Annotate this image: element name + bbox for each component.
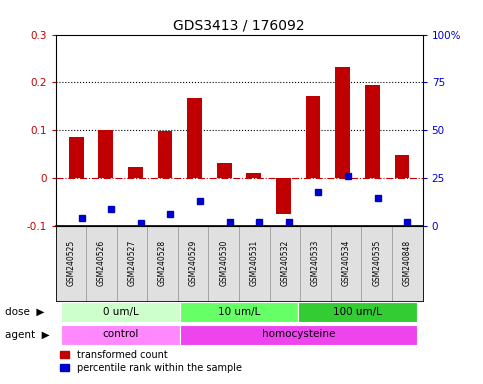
Text: GSM240535: GSM240535 (372, 240, 381, 286)
Bar (246, 173, 261, 178)
Bar (392, 225, 423, 301)
Bar (276, 178, 291, 214)
Bar (217, 164, 232, 178)
Bar (335, 67, 350, 178)
Bar (99, 130, 114, 178)
Bar (187, 98, 202, 178)
Text: 100 um/L: 100 um/L (333, 307, 382, 317)
Text: GSM240526: GSM240526 (97, 240, 106, 286)
Text: dose  ▶: dose ▶ (5, 307, 44, 317)
Bar (180, 302, 298, 323)
Text: 0 um/L: 0 um/L (103, 307, 139, 317)
Text: GSM240530: GSM240530 (219, 240, 228, 286)
Text: homocysteine: homocysteine (262, 329, 335, 339)
Bar (365, 85, 380, 178)
Bar (128, 167, 143, 178)
Bar (331, 225, 361, 301)
Text: agent  ▶: agent ▶ (5, 330, 49, 340)
Text: GSM240848: GSM240848 (403, 240, 412, 286)
Bar (61, 302, 180, 323)
Bar (180, 325, 417, 345)
Text: GSM240525: GSM240525 (66, 240, 75, 286)
Text: 10 um/L: 10 um/L (218, 307, 260, 317)
Text: GSM240534: GSM240534 (341, 240, 351, 286)
Bar (178, 225, 209, 301)
Bar (69, 137, 84, 178)
Text: control: control (102, 329, 139, 339)
Bar (239, 225, 270, 301)
Bar (306, 96, 321, 178)
Text: GSM240527: GSM240527 (128, 240, 137, 286)
Text: GSM240528: GSM240528 (158, 240, 167, 286)
Text: GSM240532: GSM240532 (281, 240, 289, 286)
Legend: transformed count, percentile rank within the sample: transformed count, percentile rank withi… (60, 350, 242, 373)
Text: GSM240531: GSM240531 (250, 240, 259, 286)
Text: GSM240533: GSM240533 (311, 240, 320, 286)
Bar (361, 225, 392, 301)
Bar (61, 325, 180, 345)
Bar (209, 225, 239, 301)
Bar (300, 225, 331, 301)
Bar (147, 225, 178, 301)
Bar (298, 302, 417, 323)
Bar (117, 225, 147, 301)
Bar (395, 156, 409, 178)
Bar (56, 225, 86, 301)
Bar (270, 225, 300, 301)
Bar (86, 225, 117, 301)
Text: GSM240529: GSM240529 (189, 240, 198, 286)
Title: GDS3413 / 176092: GDS3413 / 176092 (173, 18, 305, 32)
Bar (157, 131, 172, 178)
